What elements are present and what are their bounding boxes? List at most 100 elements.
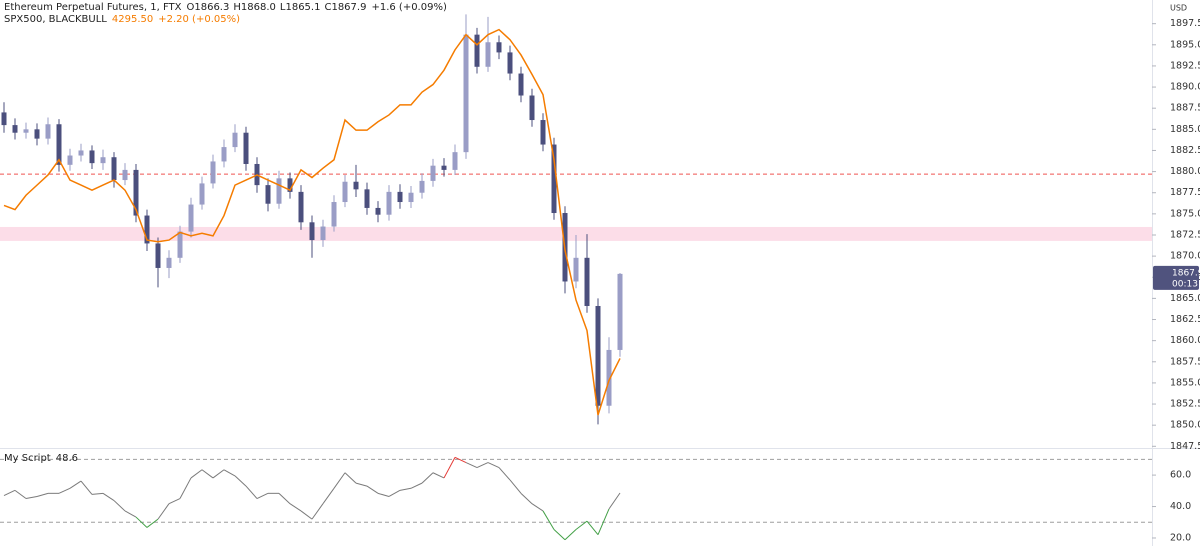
candle-body <box>133 169 139 216</box>
indicator-segment <box>509 479 522 494</box>
candle-body <box>199 183 205 205</box>
y-unit: USD <box>1170 4 1187 13</box>
indicator-segment <box>36 492 49 497</box>
ohlc-value: 1866.3 <box>194 2 230 13</box>
indicator-segment <box>421 472 434 484</box>
indicator-segment <box>113 500 126 512</box>
indicator-segment <box>25 495 38 500</box>
candle-body <box>386 191 392 215</box>
indicator-last: 48.6 <box>55 453 78 464</box>
indicator-segment <box>575 520 588 530</box>
indicator-segment <box>465 462 478 469</box>
candle-body <box>408 192 414 203</box>
candle-body <box>529 95 535 121</box>
candle-body <box>166 257 172 268</box>
y-tick-label: 1865.0 <box>1170 293 1200 304</box>
candle-body <box>287 178 293 192</box>
indicator-segment <box>278 492 291 505</box>
candle-body <box>111 157 117 181</box>
ohlc-item: H1868.0 <box>233 2 276 13</box>
candle-body <box>496 42 502 53</box>
candle-body <box>463 34 469 153</box>
last-price: 1867.9 <box>1172 268 1200 278</box>
indicator-segment <box>69 480 82 489</box>
indicator-segment <box>289 503 302 512</box>
ohlc: O1866.3 H1868.0 L1865.1 C1867.9 <box>186 2 366 13</box>
y-tick-label: 1855.0 <box>1170 377 1200 388</box>
indicator-segment <box>432 472 445 479</box>
indicator-segment <box>377 492 390 497</box>
indicator-segment <box>300 510 313 520</box>
candle-body <box>177 231 183 258</box>
ohlc-value: 1865.1 <box>285 2 321 13</box>
y-tick-label: 1885.0 <box>1170 124 1200 135</box>
indicator-segment <box>256 492 269 499</box>
ohlc-key: O <box>186 2 195 13</box>
candle-body <box>210 161 216 184</box>
indicator-segment <box>542 510 555 530</box>
candle-body <box>67 155 73 165</box>
candle-body <box>507 52 513 74</box>
indicator-segment <box>168 498 181 505</box>
candle-body <box>45 124 51 139</box>
symbol-title: Ethereum Perpetual Futures, 1, FTX <box>4 2 182 13</box>
indicator-segment <box>564 529 577 541</box>
indicator-segment <box>58 487 71 494</box>
candle-body <box>320 226 326 241</box>
candle-body <box>518 73 524 96</box>
candle-body <box>265 185 271 204</box>
zone <box>0 226 1152 241</box>
ohlc-item: O1866.3 <box>186 2 229 13</box>
indicator-segment <box>586 520 599 535</box>
indicator-segment <box>311 503 324 520</box>
candle-body <box>89 150 95 164</box>
indicator-segment <box>443 457 456 479</box>
indicator-segment <box>102 492 115 501</box>
candle-body <box>617 273 623 350</box>
y-tick-label: 1852.5 <box>1170 399 1200 410</box>
candle-body <box>573 257 579 282</box>
candle-body <box>353 181 359 190</box>
candle-body <box>144 215 150 244</box>
y-tick-label: 1895.0 <box>1170 39 1200 50</box>
compare-name: SPX500, BLACKBULL <box>4 14 107 25</box>
candle-body <box>397 191 403 203</box>
candle-body <box>12 125 18 133</box>
y-tick-label: 1897.5 <box>1170 18 1200 29</box>
indicator-segment <box>80 480 93 495</box>
y-tick-label: 1862.5 <box>1170 314 1200 325</box>
indicator-segment <box>487 462 500 469</box>
indicator-segment <box>333 472 346 489</box>
last-price-box <box>1153 265 1199 290</box>
indicator-segment <box>234 475 247 487</box>
y-tick-label: 1872.5 <box>1170 229 1200 240</box>
indicator-segment <box>344 472 357 484</box>
y-tick-label: 60.0 <box>1170 470 1191 481</box>
candle-body <box>232 132 238 148</box>
indicator-segment <box>410 482 423 489</box>
candle-body <box>485 42 491 67</box>
indicator-segment <box>520 492 533 505</box>
y-tick-label: 1857.5 <box>1170 356 1200 367</box>
indicator-segment <box>3 489 16 496</box>
indicator-segment <box>597 508 610 535</box>
y-tick-label: 1892.5 <box>1170 60 1200 71</box>
indicator-segment <box>322 488 335 505</box>
candle-body <box>78 150 84 156</box>
y-tick-label: 1870.0 <box>1170 251 1200 262</box>
candle-body <box>100 157 106 164</box>
candle-body <box>155 243 161 268</box>
indicator-segment <box>454 456 467 463</box>
candle-body <box>419 180 425 193</box>
y-tick-label: 1877.5 <box>1170 187 1200 198</box>
indicator-segment <box>245 485 258 499</box>
candle-body <box>309 222 315 241</box>
candle-body <box>122 169 128 181</box>
countdown: 00:13 <box>1172 279 1198 289</box>
candle-body <box>474 34 480 67</box>
indicator-title: My Script <box>4 453 51 464</box>
indicator-segment <box>157 503 170 520</box>
indicator-segment <box>223 469 236 477</box>
candle-body <box>595 305 601 406</box>
